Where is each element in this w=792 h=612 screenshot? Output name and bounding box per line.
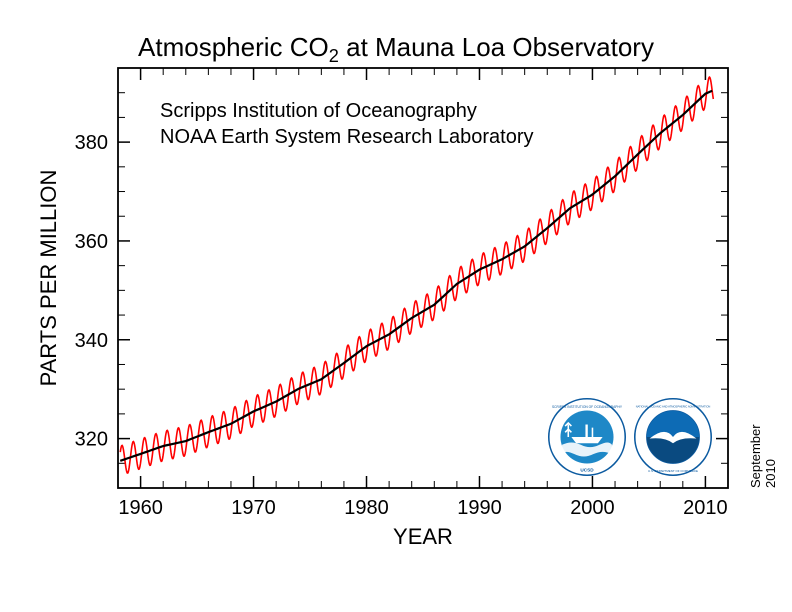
title-sub: 2 <box>329 46 339 66</box>
credit-line-1: Scripps Institution of Oceanography <box>160 100 477 123</box>
y-axis-label: PARTS PER MILLION <box>36 170 61 387</box>
title-tail: at Mauna Loa Observatory <box>339 32 654 62</box>
logo-group: SCRIPPS INSTITUTION OF OCEANOGRAPHYUCSD … <box>548 398 712 476</box>
chart-container: Atmospheric CO2 at Mauna Loa Observatory… <box>0 0 792 612</box>
svg-text:NATIONAL OCEANIC AND ATMOSPHER: NATIONAL OCEANIC AND ATMOSPHERIC ADMINIS… <box>636 404 711 408</box>
x-tick-label: 1990 <box>457 497 502 519</box>
svg-text:U.S. DEPARTMENT OF COMMERCE: U.S. DEPARTMENT OF COMMERCE <box>648 469 698 473</box>
y-tick-label: 380 <box>75 132 108 154</box>
y-tick-label: 340 <box>75 330 108 352</box>
credit-line-2: NOAA Earth System Research Laboratory <box>160 126 534 149</box>
svg-text:UCSD: UCSD <box>580 467 594 472</box>
x-tick-label: 1960 <box>118 497 163 519</box>
date-stamp: September 2010 <box>748 424 778 488</box>
svg-text:SCRIPPS INSTITUTION OF OCEANOG: SCRIPPS INSTITUTION OF OCEANOGRAPHY <box>552 405 623 409</box>
y-tick-label: 360 <box>75 231 108 253</box>
x-tick-label: 2000 <box>570 497 615 519</box>
noaa-logo: NATIONAL OCEANIC AND ATMOSPHERIC ADMINIS… <box>634 398 712 476</box>
x-tick-label: 1970 <box>231 497 276 519</box>
x-tick-label: 2010 <box>683 497 728 519</box>
y-tick-label: 320 <box>75 429 108 451</box>
title-part: Atmospheric CO <box>138 32 329 62</box>
chart-svg: 1960 1970 1980 1990 2000 2010 YEAR 320 340 360 380… <box>0 0 792 612</box>
scripps-logo: SCRIPPS INSTITUTION OF OCEANOGRAPHY UCSD <box>548 398 626 476</box>
x-tick-label: 1980 <box>344 497 389 519</box>
x-axis-label: YEAR <box>393 524 453 549</box>
chart-title: Atmospheric CO2 at Mauna Loa Observatory <box>0 32 792 67</box>
